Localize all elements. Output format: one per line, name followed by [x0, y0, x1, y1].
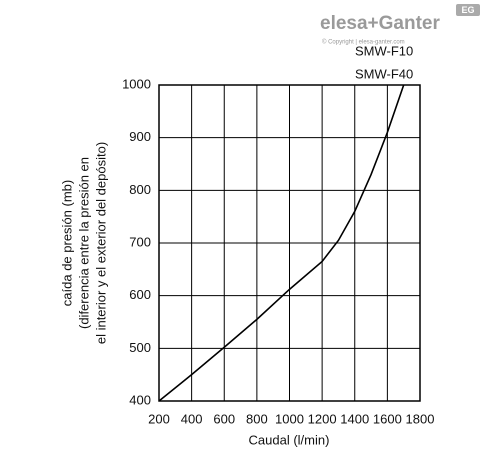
x-tick-label: 1200	[308, 411, 337, 426]
y-tick-label: 400	[129, 392, 151, 407]
y-tick-label: 600	[129, 287, 151, 302]
x-tick-label: 600	[213, 411, 235, 426]
y-axis-label-line: el interior y el exterior del depósito)	[93, 142, 108, 344]
y-tick-label: 1000	[122, 76, 151, 91]
x-tick-label: 400	[181, 411, 203, 426]
x-axis-label: Caudal (l/min)	[249, 432, 330, 447]
x-tick-label: 1400	[340, 411, 369, 426]
badge: EG	[461, 5, 474, 15]
curve-label: SMW-F10	[355, 43, 413, 58]
x-tick-label: 1800	[406, 411, 435, 426]
y-tick-label: 900	[129, 129, 151, 144]
x-tick-label: 1000	[275, 411, 304, 426]
x-tick-label: 200	[148, 411, 170, 426]
y-axis-label-line: (diferencia entre la presión en	[76, 157, 91, 329]
brand-logo: elesa+Ganter	[320, 13, 440, 34]
x-tick-label: 800	[246, 411, 268, 426]
x-tick-label: 1600	[373, 411, 402, 426]
y-axis-label: caída de presión (mb) (diferencia entre …	[59, 142, 108, 344]
curve-label: SMW-F40	[355, 66, 413, 81]
plot-frame	[158, 84, 421, 402]
y-axis-label-line: caída de presión (mb)	[59, 180, 74, 306]
copyright: © Copyright | elesa-ganter.com	[322, 39, 405, 46]
badge-box	[456, 4, 480, 16]
y-tick-label: 800	[129, 182, 151, 197]
y-tick-label: 500	[129, 340, 151, 355]
y-tick-label: 700	[129, 234, 151, 249]
data-line	[158, 84, 405, 402]
